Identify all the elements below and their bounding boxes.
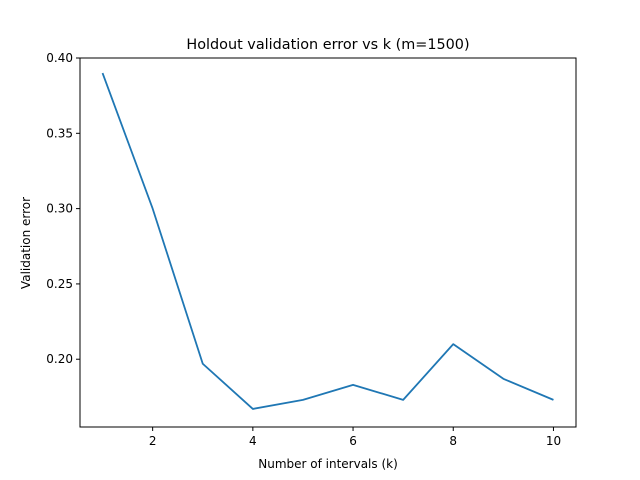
y-tick-label: 0.20 bbox=[46, 352, 73, 366]
series-line bbox=[101, 72, 554, 410]
x-tick-label: 4 bbox=[249, 434, 257, 448]
chart-title: Holdout validation error vs k (m=1500) bbox=[186, 37, 469, 53]
x-tick-label: 8 bbox=[449, 434, 457, 448]
y-tick-label: 0.25 bbox=[46, 277, 73, 291]
plot-area bbox=[101, 72, 554, 410]
x-tick-label: 6 bbox=[349, 434, 357, 448]
y-tick-label: 0.35 bbox=[46, 126, 73, 140]
axes-frame bbox=[79, 57, 577, 428]
x-tick-label: 2 bbox=[149, 434, 157, 448]
x-tick-label: 10 bbox=[546, 434, 561, 448]
y-axis-label: Validation error bbox=[19, 197, 33, 289]
x-axis: 2 4 6 8 10 bbox=[149, 427, 561, 448]
y-tick-label: 0.30 bbox=[46, 202, 73, 216]
y-tick-label: 0.40 bbox=[46, 51, 73, 65]
y-axis: 0.20 0.25 0.30 0.35 0.40 bbox=[46, 51, 80, 366]
x-axis-label: Number of intervals (k) bbox=[258, 457, 398, 471]
